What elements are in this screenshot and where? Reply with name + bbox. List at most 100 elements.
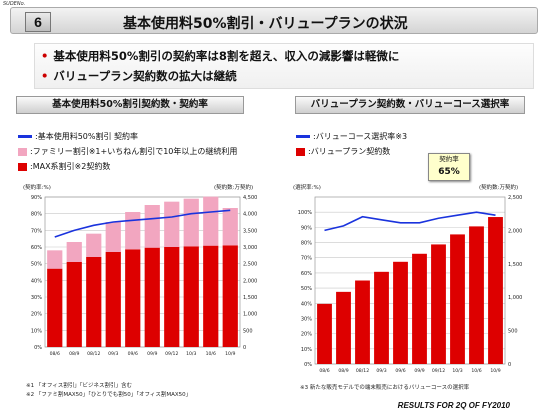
- y-left-axis-title: (選択率:%): [293, 183, 321, 191]
- bar: [183, 198, 199, 247]
- bar: [183, 246, 199, 347]
- blue-line-icon: [18, 135, 32, 138]
- x-tick-label: 09/9: [414, 368, 424, 374]
- bar: [222, 245, 238, 347]
- bar: [203, 245, 219, 347]
- slide-label: SUDENo.: [3, 1, 26, 7]
- blue-line-icon: [296, 135, 310, 138]
- legend-label: :MAX系割引※2契約数: [30, 162, 111, 171]
- bar: [86, 233, 102, 257]
- y-right-tick-label: 1,500: [243, 295, 257, 301]
- y-left-tick-label: 80%: [31, 212, 42, 218]
- x-tick-label: 10/3: [452, 368, 462, 374]
- x-tick-label: 09/12: [165, 351, 178, 357]
- bar: [105, 252, 121, 347]
- y-right-tick-label: 3,500: [243, 228, 257, 234]
- x-tick-label: 09/9: [147, 351, 157, 357]
- y-left-tick-label: 100%: [298, 210, 313, 216]
- legend-label: :バリューコース選択率※3: [313, 132, 408, 141]
- y-right-axis-title: (契約数:万契約): [479, 183, 518, 191]
- x-tick-label: 10/6: [471, 368, 481, 374]
- legend-item: :バリュープラン契約数: [296, 146, 390, 157]
- legend-item: :MAX系割引※2契約数: [18, 161, 110, 172]
- rate-line: [54, 209, 231, 238]
- bar: [144, 247, 160, 347]
- legend-label: :バリュープラン契約数: [308, 147, 391, 156]
- plot-frame: [314, 196, 506, 365]
- bar: [222, 208, 238, 246]
- bar: [47, 268, 63, 347]
- bar: [105, 222, 121, 252]
- y-left-tick-label: 90%: [301, 225, 312, 231]
- y-right-tick-label: 1,000: [243, 312, 257, 318]
- y-right-tick-label: 2,000: [243, 278, 257, 284]
- pink-box-icon: [18, 147, 27, 156]
- x-tick-label: 08/12: [356, 368, 369, 374]
- y-left-tick-label: 0%: [34, 345, 42, 351]
- slide-number: 6: [25, 12, 51, 32]
- x-tick-label: 10/6: [206, 351, 216, 357]
- y-left-tick-label: 80%: [301, 241, 312, 247]
- legend-item: :バリューコース選択率※3: [296, 131, 407, 142]
- bullet-text: バリュープラン契約数の拡大は継続: [53, 69, 237, 83]
- y-right-axis-title: (契約数:万契約): [214, 183, 253, 191]
- y-right-tick-label: 2,000: [508, 228, 522, 234]
- footnote: ※1 「オフィス割引」「ビジネス割引」含む: [26, 383, 132, 389]
- x-tick-label: 08/6: [50, 351, 60, 357]
- y-left-tick-label: 0%: [304, 362, 312, 368]
- left-panel-title: 基本使用料50%割引契約数・契約率: [16, 96, 244, 114]
- bar: [144, 205, 160, 248]
- x-tick-label: 09/12: [432, 368, 445, 374]
- bar: [47, 250, 63, 269]
- y-left-tick-label: 60%: [31, 245, 42, 251]
- y-right-tick-label: 2,500: [508, 195, 522, 201]
- y-left-tick-label: 30%: [301, 316, 312, 322]
- callout-label: 契約率: [439, 155, 459, 163]
- bar: [125, 212, 141, 250]
- right-panel-title: バリュープラン契約数・バリューコース選択率: [295, 96, 525, 114]
- x-tick-label: 08/9: [69, 351, 79, 357]
- y-right-tick-label: 4,000: [243, 212, 257, 218]
- x-tick-label: 09/6: [395, 368, 405, 374]
- y-right-tick-label: 1,000: [508, 295, 522, 301]
- y-right-tick-label: 0: [243, 345, 246, 351]
- y-left-tick-label: 10%: [31, 328, 42, 334]
- x-tick-label: 08/6: [319, 368, 329, 374]
- y-left-tick-label: 20%: [301, 332, 312, 338]
- legend-label: :基本使用料50%割引 契約率: [35, 132, 139, 141]
- bullet-dot-icon: •: [41, 49, 49, 63]
- x-tick-label: 10/9: [490, 368, 500, 374]
- y-left-tick-label: 70%: [31, 228, 42, 234]
- red-box-icon: [18, 162, 27, 171]
- y-right-tick-label: 500: [508, 329, 518, 335]
- y-left-tick-label: 30%: [31, 295, 42, 301]
- x-tick-label: 09/6: [128, 351, 138, 357]
- slide-title: 基本使用料50%割引・バリュープランの状況: [123, 16, 408, 32]
- y-left-tick-label: 20%: [31, 312, 42, 318]
- bar: [164, 201, 180, 247]
- y-left-tick-label: 40%: [301, 301, 312, 307]
- legend-label: :ファミリー割引※1+いちねん割引で10年以上の継続利用: [30, 147, 238, 156]
- y-left-tick-label: 50%: [31, 262, 42, 268]
- bar: [317, 303, 332, 364]
- bar: [203, 196, 219, 246]
- y-right-tick-label: 500: [243, 328, 253, 334]
- rate-callout: 契約率 65%: [428, 153, 470, 181]
- bar: [450, 234, 465, 364]
- bar: [393, 261, 408, 364]
- x-tick-label: 08/12: [87, 351, 100, 357]
- bullet-item: • バリュープラン契約数の拡大は継続: [41, 68, 237, 84]
- callout-value: 65%: [438, 167, 460, 177]
- bullet-item: • 基本使用料50%割引の契約率は8割を超え、収入の減影響は軽微に: [41, 48, 399, 64]
- legend-item: :ファミリー割引※1+いちねん割引で10年以上の継続利用: [18, 146, 237, 157]
- bar: [355, 280, 370, 364]
- y-right-tick-label: 4,500: [243, 195, 257, 201]
- bar: [374, 271, 389, 364]
- footnote: ※2 「ファミ割MAX50」「ひとりでも割50」「オフィス割MAX50」: [26, 392, 192, 398]
- y-right-tick-label: 0: [508, 362, 511, 368]
- bar: [488, 217, 503, 364]
- y-left-axis-title: (契約率:%): [23, 183, 51, 191]
- y-left-tick-label: 60%: [301, 271, 312, 277]
- x-tick-label: 10/3: [186, 351, 196, 357]
- footer-text: RESULTS FOR 2Q OF FY2010: [397, 401, 510, 410]
